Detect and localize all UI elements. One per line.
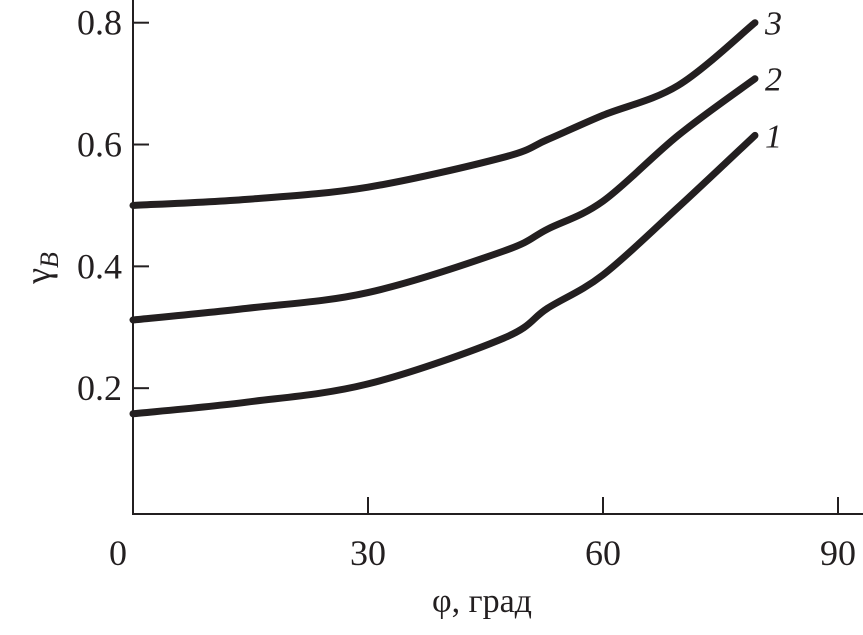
curve-label-1: 1 bbox=[765, 118, 782, 155]
x-axis-label: φ, град bbox=[432, 583, 532, 620]
y-axis-label-sub: B bbox=[35, 252, 64, 268]
curve-label-2: 2 bbox=[765, 62, 782, 99]
x-tick-label: 0 bbox=[109, 533, 127, 573]
curve-label-3: 3 bbox=[764, 6, 782, 43]
curve-3 bbox=[129, 19, 759, 209]
curve-2 bbox=[129, 75, 759, 324]
x-tick-label: 60 bbox=[585, 533, 621, 573]
y-tick-label: 0.8 bbox=[77, 3, 122, 43]
axes bbox=[132, 0, 863, 515]
y-tick-label: 0.2 bbox=[77, 368, 122, 408]
curve-1 bbox=[129, 131, 759, 418]
y-axis-label: γB bbox=[18, 252, 64, 285]
x-tick-label: 90 bbox=[820, 533, 856, 573]
y-tick-label: 0.4 bbox=[77, 246, 122, 286]
y-axis-label-main: γ bbox=[18, 268, 58, 285]
x-tick-label: 30 bbox=[350, 533, 386, 573]
y-tick-label: 0.6 bbox=[77, 125, 122, 165]
